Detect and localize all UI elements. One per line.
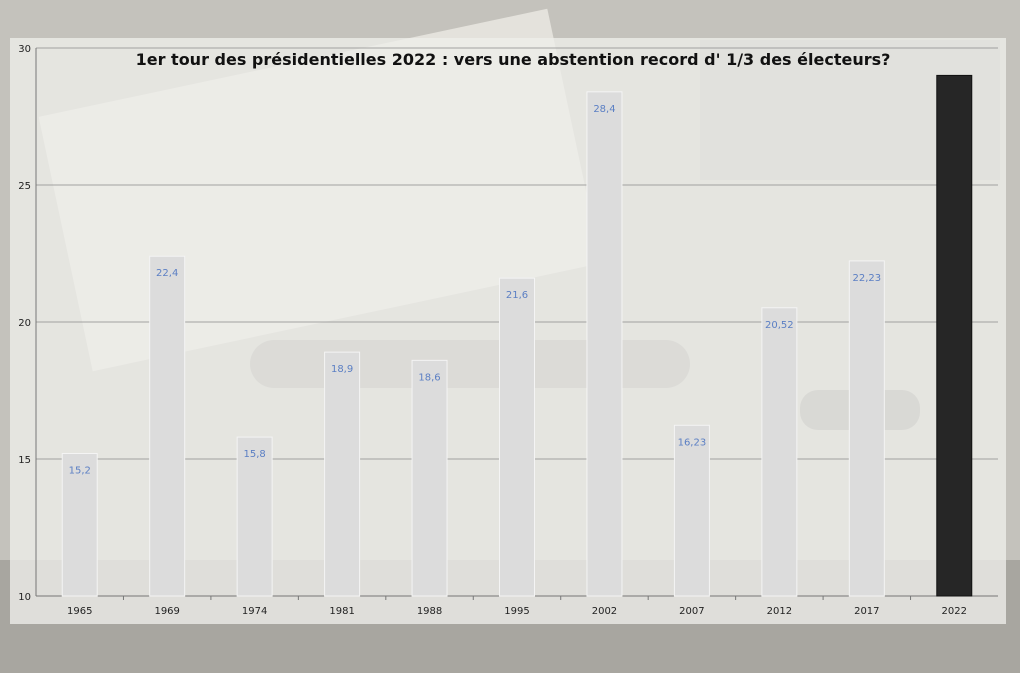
y-tick-labels: 10 15 20 25 30 — [18, 44, 31, 603]
bar-2012 — [761, 307, 798, 597]
y-tick-30: 30 — [18, 44, 31, 55]
x-tick-2017: 2017 — [854, 606, 879, 617]
y-tick-15: 15 — [18, 455, 31, 466]
bar-1995 — [499, 277, 535, 597]
x-tick-1995: 1995 — [504, 606, 529, 617]
chart-panel: 15,2 22,4 15,8 18,9 18,6 21,6 28,4 16,23 20,52 22… — [10, 38, 1006, 624]
y-tick-20: 20 — [18, 318, 31, 329]
data-label-2002: 28,4 — [593, 104, 615, 115]
bar-2022 — [936, 74, 973, 597]
y-tick-25: 25 — [18, 181, 31, 192]
data-labels: 15,2 22,4 15,8 18,9 18,6 21,6 28,4 16,23 20,52 22… — [69, 104, 882, 477]
bar-1981 — [324, 351, 361, 597]
bar-1969 — [149, 255, 186, 597]
data-label-1995: 21,6 — [506, 290, 528, 301]
bar-2017 — [848, 260, 885, 597]
x-tick-2002: 2002 — [592, 606, 617, 617]
bar-2002 — [586, 91, 623, 597]
x-tick-1969: 1969 — [154, 606, 179, 617]
abstention-bar-chart: 15,2 22,4 15,8 18,9 18,6 21,6 28,4 16,23 20,52 22… — [18, 44, 998, 617]
bar-2007 — [673, 424, 710, 597]
bar-1988 — [411, 359, 448, 597]
x-tick-1965: 1965 — [67, 606, 92, 617]
x-tick-1981: 1981 — [329, 606, 354, 617]
x-tick-1974: 1974 — [242, 606, 267, 617]
data-label-2007: 16,23 — [678, 437, 707, 448]
data-label-1981: 18,9 — [331, 364, 353, 375]
bar-1965 — [61, 453, 98, 597]
chart-title: 1er tour des présidentielles 2022 : vers… — [136, 50, 891, 69]
data-label-1988: 18,6 — [418, 372, 440, 383]
data-label-1969: 22,4 — [156, 268, 178, 279]
data-label-1965: 15,2 — [69, 466, 91, 477]
data-label-2017: 22,23 — [852, 273, 881, 284]
x-tick-2012: 2012 — [767, 606, 792, 617]
x-tick-2022: 2022 — [942, 606, 967, 617]
x-tick-labels: 1965 1969 1974 1981 1988 1995 2002 2007 2012 2017… — [67, 606, 967, 617]
y-tick-10: 10 — [18, 592, 31, 603]
data-label-2012: 20,52 — [765, 320, 794, 331]
data-label-1974: 15,8 — [244, 449, 266, 460]
x-tick-2007: 2007 — [679, 606, 704, 617]
bar-1974 — [236, 436, 273, 597]
x-tick-1988: 1988 — [417, 606, 442, 617]
bars — [61, 74, 973, 597]
